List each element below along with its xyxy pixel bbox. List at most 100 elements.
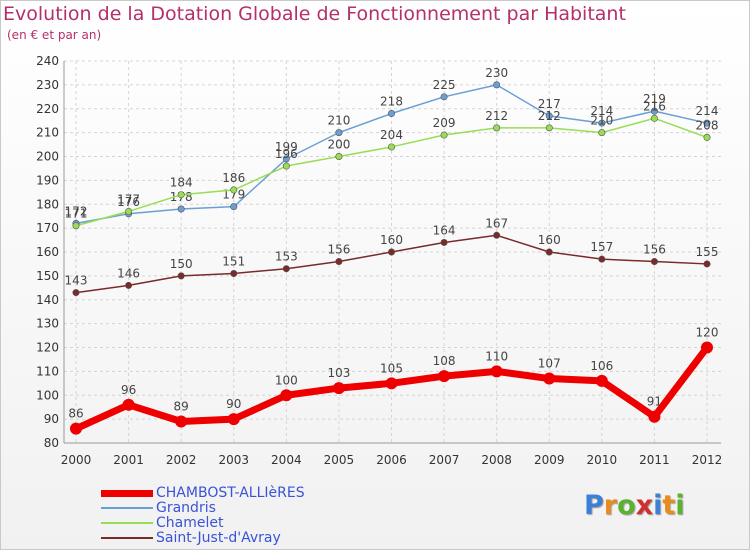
data-label: 153 [275, 250, 298, 264]
data-point [280, 389, 293, 402]
data-point [282, 162, 290, 170]
data-label: 100 [275, 373, 298, 387]
data-point [703, 133, 711, 141]
data-label: 106 [590, 359, 613, 373]
y-tick-label: 130 [36, 317, 59, 331]
data-label: 89 [174, 400, 189, 414]
data-point [650, 114, 658, 122]
y-tick-label: 200 [36, 150, 59, 164]
x-tick-label: 2011 [639, 453, 670, 467]
data-point [335, 258, 343, 266]
legend-label: Chamelet [156, 515, 224, 531]
logo-letter: i [675, 490, 685, 521]
y-tick-label: 80 [44, 436, 59, 450]
data-point [177, 205, 185, 213]
data-label: 219 [643, 92, 666, 106]
data-point [598, 129, 606, 137]
data-label: 172 [65, 204, 88, 218]
data-point [438, 370, 451, 383]
data-label: 107 [538, 357, 561, 371]
data-label: 167 [485, 216, 508, 230]
logo-letter: x [635, 490, 654, 521]
data-point [282, 155, 290, 163]
legend-label: Saint-Just-d'Avray [156, 530, 281, 546]
x-tick-label: 2003 [218, 453, 249, 467]
y-tick-label: 90 [44, 412, 59, 426]
data-point [230, 186, 238, 194]
data-point [385, 377, 398, 390]
data-label: 155 [696, 245, 719, 259]
y-tick-label: 170 [36, 221, 59, 235]
data-label: 199 [275, 140, 298, 154]
logo-letter: o [617, 490, 636, 521]
data-label: 217 [538, 97, 561, 111]
data-label: 186 [222, 171, 245, 185]
x-tick-label: 2007 [429, 453, 460, 467]
data-point [72, 222, 80, 230]
x-tick-label: 2004 [271, 453, 302, 467]
logo-letter: i [653, 490, 663, 521]
data-label: 184 [170, 176, 193, 190]
data-point [335, 129, 343, 137]
data-label: 230 [485, 66, 508, 80]
data-point [703, 119, 711, 127]
data-point [598, 255, 606, 263]
data-label: 210 [327, 114, 350, 128]
y-tick-label: 140 [36, 293, 59, 307]
chart-title: Evolution de la Dotation Globale de Fonc… [3, 3, 626, 25]
data-label: 108 [433, 354, 456, 368]
data-point [387, 248, 395, 256]
data-point [598, 119, 606, 127]
x-tick-label: 2001 [113, 453, 144, 467]
legend-label: CHAMBOST-ALLIèRES [156, 485, 305, 501]
data-point [122, 398, 135, 411]
data-label: 214 [696, 104, 719, 118]
data-point [72, 289, 80, 297]
legend-swatch [101, 490, 153, 497]
data-point [493, 124, 501, 132]
data-label: 86 [68, 407, 83, 421]
y-tick-label: 100 [36, 388, 59, 402]
data-point [543, 372, 556, 385]
y-tick-label: 240 [36, 54, 59, 68]
data-label: 171 [65, 207, 88, 221]
data-label: 151 [222, 254, 245, 268]
data-label: 218 [380, 95, 403, 109]
x-tick-label: 2005 [324, 453, 355, 467]
data-point [125, 281, 133, 289]
data-point [703, 260, 711, 268]
data-point [545, 248, 553, 256]
data-label: 214 [590, 104, 613, 118]
data-point [282, 265, 290, 273]
y-tick-label: 150 [36, 269, 59, 283]
x-tick-label: 2009 [534, 453, 565, 467]
data-point [493, 81, 501, 89]
data-label: 225 [433, 78, 456, 92]
data-point [701, 341, 713, 354]
logo-letter: t [662, 490, 676, 521]
data-point [70, 422, 82, 435]
data-label: 146 [117, 266, 140, 280]
data-label: 200 [327, 138, 350, 152]
data-label: 164 [433, 223, 456, 237]
data-label: 120 [696, 326, 719, 340]
data-label: 103 [327, 366, 350, 380]
x-tick-label: 2008 [481, 453, 512, 467]
data-point [125, 207, 133, 215]
data-label: 160 [538, 233, 561, 247]
data-point [332, 382, 345, 395]
data-label: 212 [538, 109, 561, 123]
data-point [545, 124, 553, 132]
legend-label: Grandris [156, 500, 216, 516]
x-tick-label: 2002 [166, 453, 197, 467]
data-label: 209 [433, 116, 456, 130]
data-label: 156 [327, 243, 350, 257]
data-point [648, 410, 661, 423]
y-tick-label: 190 [36, 173, 59, 187]
data-point [177, 191, 185, 199]
data-point [387, 143, 395, 151]
data-point [175, 415, 188, 428]
data-point [440, 238, 448, 246]
data-label: 157 [590, 240, 613, 254]
data-label: 160 [380, 233, 403, 247]
